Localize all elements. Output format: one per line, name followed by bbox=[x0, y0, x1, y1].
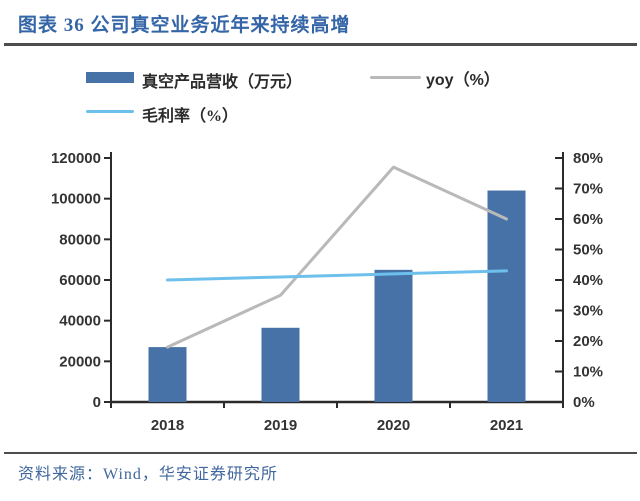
x-axis-label-2021: 2021 bbox=[490, 417, 523, 434]
right-axis-label-40%: 40% bbox=[573, 272, 603, 289]
right-axis-label-50%: 50% bbox=[573, 242, 603, 259]
right-axis-label-30%: 30% bbox=[573, 303, 603, 320]
right-axis-label-80%: 80% bbox=[573, 150, 603, 167]
left-axis-label-40000: 40000 bbox=[59, 313, 101, 330]
chart-legend: 真空产品营收（万元） yoy（%） 毛利率（%） bbox=[0, 0, 640, 140]
legend-revenue-bar-swatch bbox=[86, 72, 134, 83]
left-axis-label-100000: 100000 bbox=[51, 191, 101, 208]
figure-title: 图表 36 公司真空业务近年来持续高增 bbox=[18, 15, 351, 36]
left-axis-label-0: 0 bbox=[93, 394, 101, 411]
legend-gross-margin-label: 毛利率（%） bbox=[142, 108, 239, 125]
left-axis-label-20000: 20000 bbox=[59, 353, 101, 370]
source-note: 资料来源：Wind，华安证券研究所 bbox=[18, 466, 278, 483]
revenue-bar-2021 bbox=[487, 190, 526, 402]
footer-divider bbox=[4, 452, 637, 454]
combo-chart: 0 20000 40000 60000 80000 100000 120000 0% 10% 20… bbox=[51, 150, 603, 434]
right-axis-label-20%: 20% bbox=[573, 333, 603, 350]
right-axis-label-0%: 0% bbox=[573, 394, 595, 411]
legend-revenue-label: 真空产品营收（万元） bbox=[142, 74, 303, 91]
revenue-bar-2018 bbox=[148, 347, 187, 402]
revenue-bar-2019 bbox=[261, 327, 300, 402]
right-axis-label-70%: 70% bbox=[573, 181, 603, 198]
legend-gross-margin-swatch bbox=[86, 110, 134, 113]
gross-margin-line bbox=[166, 269, 508, 282]
yoy-line bbox=[166, 165, 508, 349]
x-axis-label-2019: 2019 bbox=[264, 417, 297, 434]
left-axis-label-60000: 60000 bbox=[59, 272, 101, 289]
left-axis-label-80000: 80000 bbox=[59, 231, 101, 248]
legend-yoy-line-swatch bbox=[370, 76, 421, 79]
left-axis-label-120000: 120000 bbox=[51, 150, 101, 167]
x-axis-label-2018: 2018 bbox=[151, 417, 184, 434]
right-axis-label-60%: 60% bbox=[573, 211, 603, 228]
legend-yoy-label: yoy（%） bbox=[426, 72, 500, 89]
right-axis-label-10%: 10% bbox=[573, 364, 603, 381]
x-axis-label-2020: 2020 bbox=[377, 417, 410, 434]
title-divider bbox=[4, 43, 637, 46]
revenue-bar-2020 bbox=[374, 269, 413, 402]
